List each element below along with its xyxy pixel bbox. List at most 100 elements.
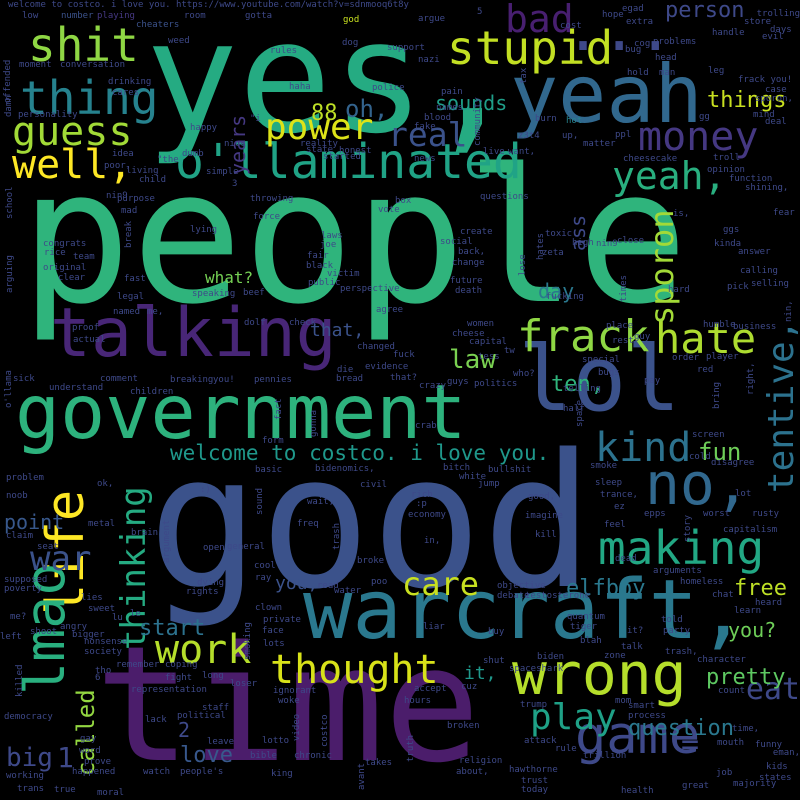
word-box: box [395, 196, 412, 206]
word-play: play [530, 697, 617, 738]
word-no: no, [645, 450, 750, 518]
word-fight: fight [165, 673, 193, 683]
word-bigger: bigger [72, 630, 105, 640]
word-religion: religion [459, 756, 503, 766]
word-moment: moment [19, 60, 52, 70]
word-sound: sound [255, 487, 265, 515]
word-lose: lose [518, 253, 528, 276]
word-symbol: = [681, 727, 700, 762]
word-told: told [661, 615, 683, 625]
word-rest: rest [612, 336, 634, 346]
word-economy: economy [408, 510, 446, 520]
word-attack: attack [524, 736, 557, 746]
word-seat: seat [37, 542, 59, 552]
word-drinking: drinking [108, 77, 152, 87]
word-blah: blah [580, 636, 602, 646]
word-accept: accept [414, 684, 447, 694]
word-money: money [638, 114, 759, 160]
word-symbol: :) [200, 485, 211, 495]
word-function: function [729, 174, 773, 184]
word-leave: leave [207, 737, 235, 747]
word-me: me? [10, 612, 27, 622]
word-le: le [130, 609, 141, 619]
word-capital: capital [469, 337, 507, 347]
word-watch: watch [143, 767, 171, 777]
word-biden: biden [537, 652, 565, 662]
word-actual: actual [73, 335, 106, 345]
word-trance: trance, [600, 490, 638, 500]
word-work: work [155, 627, 252, 673]
word-burn: burn [535, 114, 557, 124]
word-rich: rich [411, 490, 433, 500]
word-tw: tw [504, 346, 515, 356]
word-kids: kids [766, 762, 788, 772]
word-times: times [619, 274, 629, 302]
word-love: love [180, 743, 233, 768]
word-guy: guy [634, 332, 651, 342]
word-rules: rules [270, 46, 298, 56]
word-fuck: fuck [393, 350, 415, 360]
word-representation: representation [131, 685, 207, 695]
word-brain: brain [131, 528, 159, 538]
word-worst: worst [703, 509, 731, 519]
word-spaceshark: spaceshark [509, 664, 564, 674]
word-bread: bread [336, 374, 364, 384]
word-breaking: breaking [170, 375, 214, 385]
word-staff: staff [202, 703, 230, 713]
word-takes: takes [365, 758, 393, 768]
word-black: black [306, 261, 334, 271]
word-zone: zone [604, 651, 626, 661]
word-leg: leg [708, 66, 725, 76]
word-names: names [436, 103, 464, 113]
word-p: :p [416, 499, 427, 509]
word-news: news [414, 154, 436, 164]
word-lack: lack [145, 715, 167, 725]
word-day: day [538, 279, 575, 303]
word-gay: gay [80, 734, 97, 744]
word-simple: simple [206, 167, 239, 177]
word-oh: oh, [345, 95, 389, 123]
word-hold: hold [627, 68, 649, 78]
word-guess: guess [12, 109, 133, 155]
word-broken: broken [447, 721, 480, 731]
word-me: me, [147, 307, 164, 317]
word-matter: matter [583, 139, 616, 149]
word-calling: calling [740, 266, 778, 276]
word-question: question [628, 716, 734, 741]
word-trans: trans [17, 784, 45, 794]
word-disagree: disagree [711, 458, 755, 468]
word-man: man [659, 68, 676, 78]
word-bad: bad [505, 0, 574, 41]
word-working: working [6, 771, 44, 781]
word-truth: truth [406, 734, 416, 762]
word-honest: honest [339, 146, 372, 156]
word-heard: heard [755, 598, 783, 608]
word-mad: mad [121, 206, 138, 216]
word-want: want, [508, 147, 536, 157]
word-offended: offended [3, 59, 13, 104]
word-bugs: bugs [598, 368, 620, 378]
word-you: you! [213, 375, 235, 385]
word-arguments: arguments [653, 566, 702, 576]
word-cost: cost [560, 21, 582, 31]
word-joe: joe [320, 240, 337, 250]
word-wait: wait, [307, 497, 335, 507]
word-purpose: purpose [117, 194, 155, 204]
word-fucking: fucking [546, 292, 584, 302]
word-symbol: ... [565, 0, 674, 65]
word-left: left [0, 632, 22, 642]
word-tentive: tentive, [761, 319, 800, 493]
word-crab: crab [415, 421, 437, 431]
word-it: it, [464, 663, 497, 684]
word-close: close [617, 236, 645, 246]
word-funny: funny [755, 740, 783, 750]
word-wrong: wrong [512, 640, 687, 708]
word-nin9: nin9 [106, 191, 128, 201]
word-imagine: imagine [525, 511, 563, 521]
word-nin9: nin9 [596, 239, 618, 249]
word-private: private [263, 615, 301, 625]
word-game: game [575, 706, 701, 766]
word-days: days [770, 25, 792, 35]
word-point: point [4, 510, 65, 534]
word-child: child [139, 175, 167, 185]
